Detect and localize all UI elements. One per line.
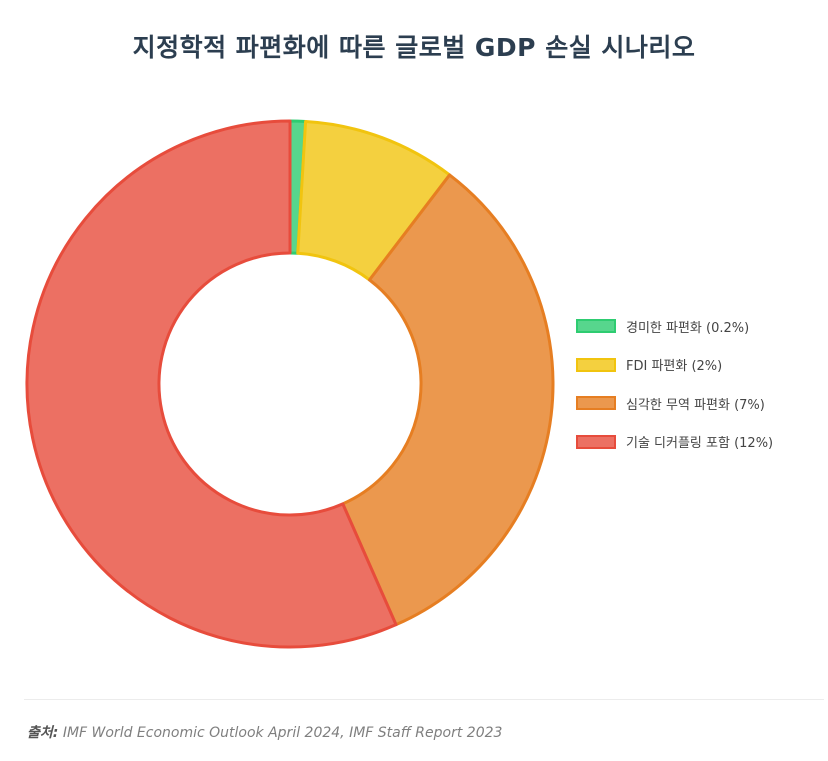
donut-slices xyxy=(25,119,555,649)
legend-swatch xyxy=(576,396,616,410)
chart-title: 지정학적 파편화에 따른 글로벌 GDP 손실 시나리오 xyxy=(132,33,696,62)
legend-label: FDI 파편화 (2%) xyxy=(626,359,723,374)
slice-trade[interactable] xyxy=(341,173,555,627)
donut-chart xyxy=(25,119,555,649)
legend-swatch xyxy=(576,319,616,333)
legend-label: 기술 디커플링 포함 (12%) xyxy=(626,436,774,451)
legend-label: 심각한 무역 파편화 (7%) xyxy=(626,397,765,413)
source-note: 출처: IMF World Economic Outlook April 202… xyxy=(27,722,502,742)
legend-item-mild[interactable]: 경미한 파편화 (0.2%) xyxy=(576,316,773,336)
legend-item-fdi[interactable]: FDI 파편화 (2%) xyxy=(576,355,773,375)
legend-item-tech[interactable]: 기술 디커플링 포함 (12%) xyxy=(576,432,773,452)
legend-label: 경미한 파편화 (0.2%) xyxy=(626,320,750,336)
chart-legend: 경미한 파편화 (0.2%) FDI 파편화 (2%) 심각한 무역 파편화 (… xyxy=(576,316,773,470)
source-label: 출처: xyxy=(27,725,59,741)
legend-swatch xyxy=(576,434,616,449)
footer-divider xyxy=(24,699,824,700)
slice-tech[interactable] xyxy=(25,119,398,649)
legend-swatch xyxy=(576,357,616,372)
legend-item-trade[interactable]: 심각한 무역 파편화 (7%) xyxy=(576,393,773,413)
source-text: IMF World Economic Outlook April 2024, I… xyxy=(62,725,503,741)
